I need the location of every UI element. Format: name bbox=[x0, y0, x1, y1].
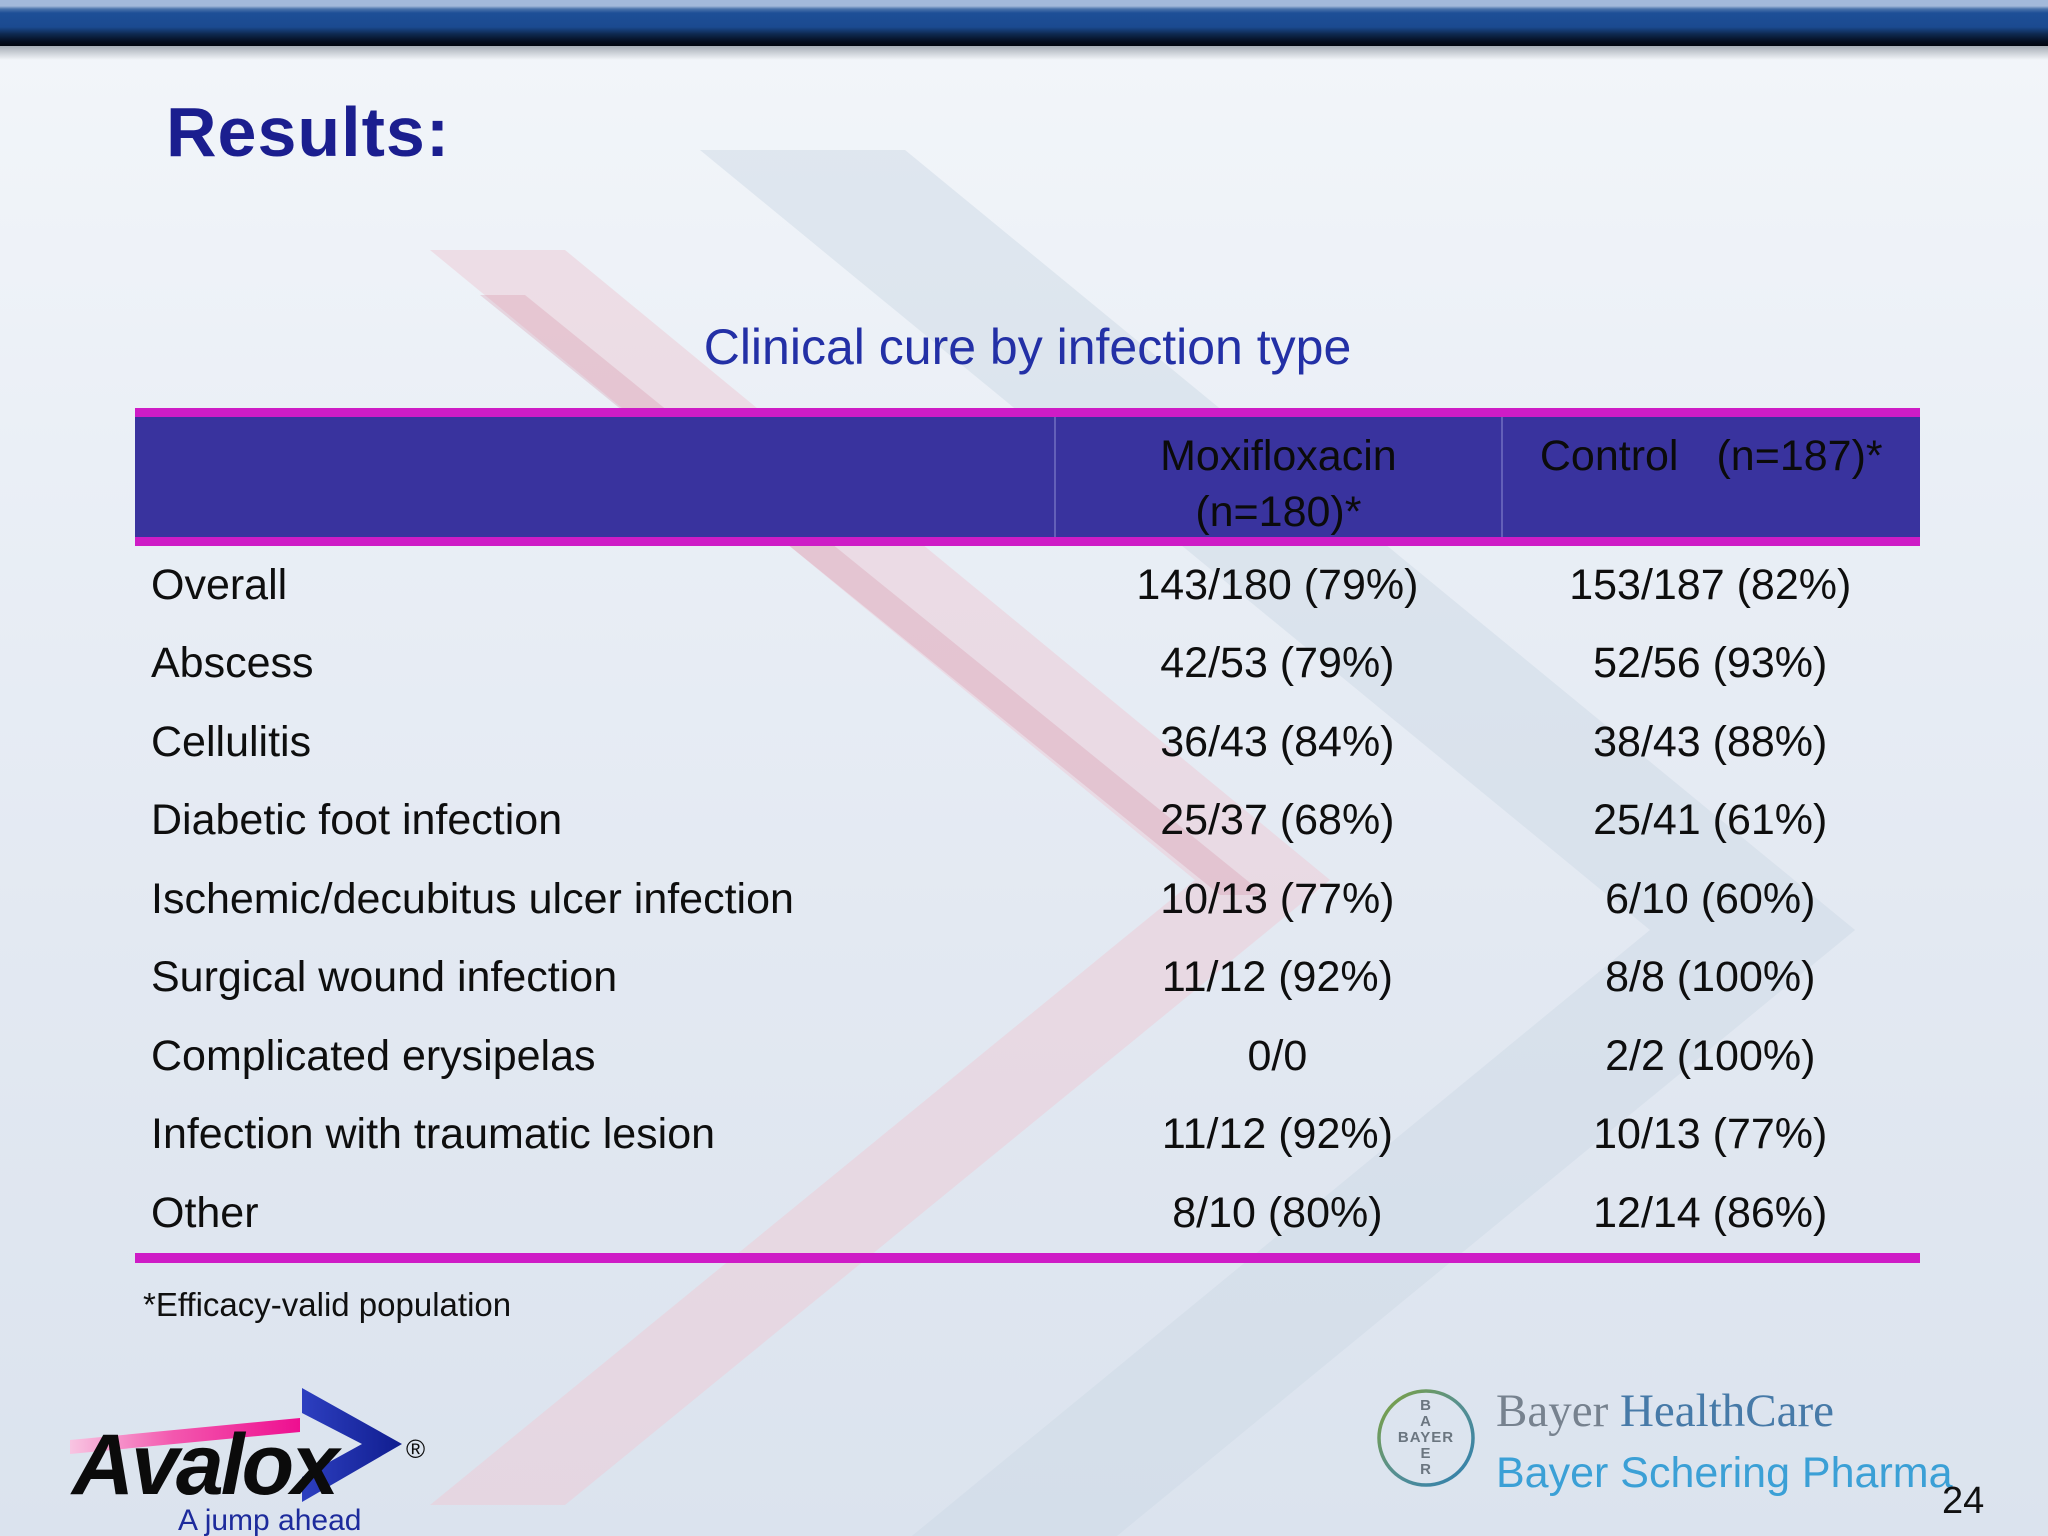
table-header-row: Moxifloxacin (n=180)* Control (n=187)* bbox=[135, 417, 1920, 537]
cell-moxifloxacin: 25/37 (68%) bbox=[1160, 796, 1395, 845]
results-table: Moxifloxacin (n=180)* Control (n=187)* O… bbox=[135, 408, 1920, 1263]
top-banner bbox=[0, 0, 2048, 46]
avalox-logo: Avalox ® A jump ahead bbox=[66, 1382, 466, 1536]
table-row: Surgical wound infection 11/12 (92%) 8/8 (… bbox=[135, 939, 1920, 1018]
footnote: *Efficacy-valid population bbox=[143, 1286, 512, 1323]
avalox-arrow-icon bbox=[302, 1388, 402, 1502]
cell-label: Infection with traumatic lesion bbox=[151, 1110, 716, 1159]
top-banner-shadow bbox=[0, 46, 2048, 60]
table-row: Diabetic foot infection 25/37 (68%) 25/41 … bbox=[135, 782, 1920, 861]
table-row: Infection with traumatic lesion 11/12 (92… bbox=[135, 1096, 1920, 1175]
header-control-name: Control bbox=[1539, 432, 1679, 480]
avalox-wordmark: Avalox bbox=[70, 1417, 342, 1513]
bayer-cross-letter: R bbox=[1420, 1461, 1432, 1478]
bayer-healthcare-blue: HealthCare bbox=[1619, 1385, 1834, 1437]
cell-label: Complicated erysipelas bbox=[151, 1031, 596, 1080]
cell-label: Ischemic/decubitus ulcer infection bbox=[151, 874, 794, 923]
header-cell-control: Control (n=187)* bbox=[1500, 417, 1920, 537]
cell-label: Surgical wound infection bbox=[151, 953, 618, 1002]
table-row: Complicated erysipelas 0/0 2/2 (100%) bbox=[135, 1017, 1920, 1096]
bayer-cross-letter: A bbox=[1420, 1413, 1432, 1430]
cell-control: 6/10 (60%) bbox=[1605, 874, 1816, 923]
cell-moxifloxacin: 0/0 bbox=[1247, 1031, 1308, 1080]
table-body: Overall 143/180 (79%) 153/187 (82%) Abscess… bbox=[135, 546, 1920, 1253]
cell-control: 10/13 (77%) bbox=[1593, 1110, 1828, 1159]
bayer-cross-letter: E bbox=[1420, 1445, 1431, 1462]
table-header-bottom-rule bbox=[135, 537, 1920, 546]
cell-moxifloxacin: 8/10 (80%) bbox=[1172, 1188, 1383, 1237]
bayer-wordmark: Bayer HealthCare Bayer Schering Pharma bbox=[1496, 1384, 1953, 1499]
cell-moxifloxacin: 10/13 (77%) bbox=[1160, 874, 1395, 923]
avalox-tagline: A jump ahead bbox=[178, 1504, 362, 1536]
table-row: Ischemic/decubitus ulcer infection 10/13 … bbox=[135, 860, 1920, 939]
table-row: Cellulitis 36/43 (84%) 38/43 (88%) bbox=[135, 703, 1920, 782]
avalox-logo-graphic: Avalox ® bbox=[70, 1388, 425, 1513]
header-cell-moxifloxacin: Moxifloxacin (n=180)* bbox=[1054, 417, 1500, 537]
page-number: 24 bbox=[1942, 1480, 1985, 1522]
table-title: Clinical cure by infection type bbox=[703, 319, 1352, 375]
cell-moxifloxacin: 143/180 (79%) bbox=[1136, 560, 1419, 609]
cell-moxifloxacin: 11/12 (92%) bbox=[1161, 953, 1393, 1002]
bayer-cross-letter: B bbox=[1420, 1397, 1432, 1414]
cell-moxifloxacin: 36/43 (84%) bbox=[1160, 717, 1395, 766]
bayer-cross-word: BAYER bbox=[1398, 1429, 1454, 1446]
cell-label: Overall bbox=[151, 560, 288, 609]
cell-label: Diabetic foot infection bbox=[151, 796, 563, 845]
cell-control: 12/14 (86%) bbox=[1593, 1188, 1828, 1237]
bayer-healthcare-line: Bayer HealthCare bbox=[1496, 1385, 1953, 1438]
cell-control: 38/43 (88%) bbox=[1593, 717, 1828, 766]
page-title: Results: bbox=[166, 93, 451, 171]
table-bottom-rule bbox=[135, 1252, 1920, 1263]
table-row: Other 8/10 (80%) 12/14 (86%) bbox=[135, 1174, 1920, 1253]
cell-moxifloxacin: 42/53 (79%) bbox=[1160, 639, 1395, 688]
registered-mark: ® bbox=[406, 1434, 425, 1464]
header-moxifloxacin-line1: Moxifloxacin bbox=[1160, 432, 1397, 480]
cell-moxifloxacin: 11/12 (92%) bbox=[1161, 1110, 1393, 1159]
table-row: Abscess 42/53 (79%) 52/56 (93%) bbox=[135, 625, 1920, 704]
avalox-pink-stripe-icon bbox=[70, 1418, 300, 1454]
cell-control: 25/41 (61%) bbox=[1593, 796, 1828, 845]
cell-label: Abscess bbox=[151, 639, 314, 688]
header-control-n: (n=187)* bbox=[1716, 432, 1883, 480]
header-moxifloxacin-line2: (n=180)* bbox=[1195, 487, 1362, 536]
cell-control: 2/2 (100%) bbox=[1605, 1031, 1816, 1080]
cell-label: Other bbox=[151, 1188, 259, 1237]
cell-control: 153/187 (82%) bbox=[1569, 560, 1852, 609]
cell-control: 52/56 (93%) bbox=[1593, 639, 1828, 688]
table-top-rule bbox=[135, 408, 1920, 417]
bayer-name-gray: Bayer bbox=[1496, 1385, 1609, 1437]
bayer-schering-pharma-line: Bayer Schering Pharma bbox=[1496, 1448, 1953, 1497]
cell-label: Cellulitis bbox=[151, 717, 312, 766]
cell-control: 8/8 (100%) bbox=[1605, 953, 1816, 1002]
header-cell-empty bbox=[135, 417, 1054, 537]
table-row: Overall 143/180 (79%) 153/187 (82%) bbox=[135, 546, 1920, 625]
